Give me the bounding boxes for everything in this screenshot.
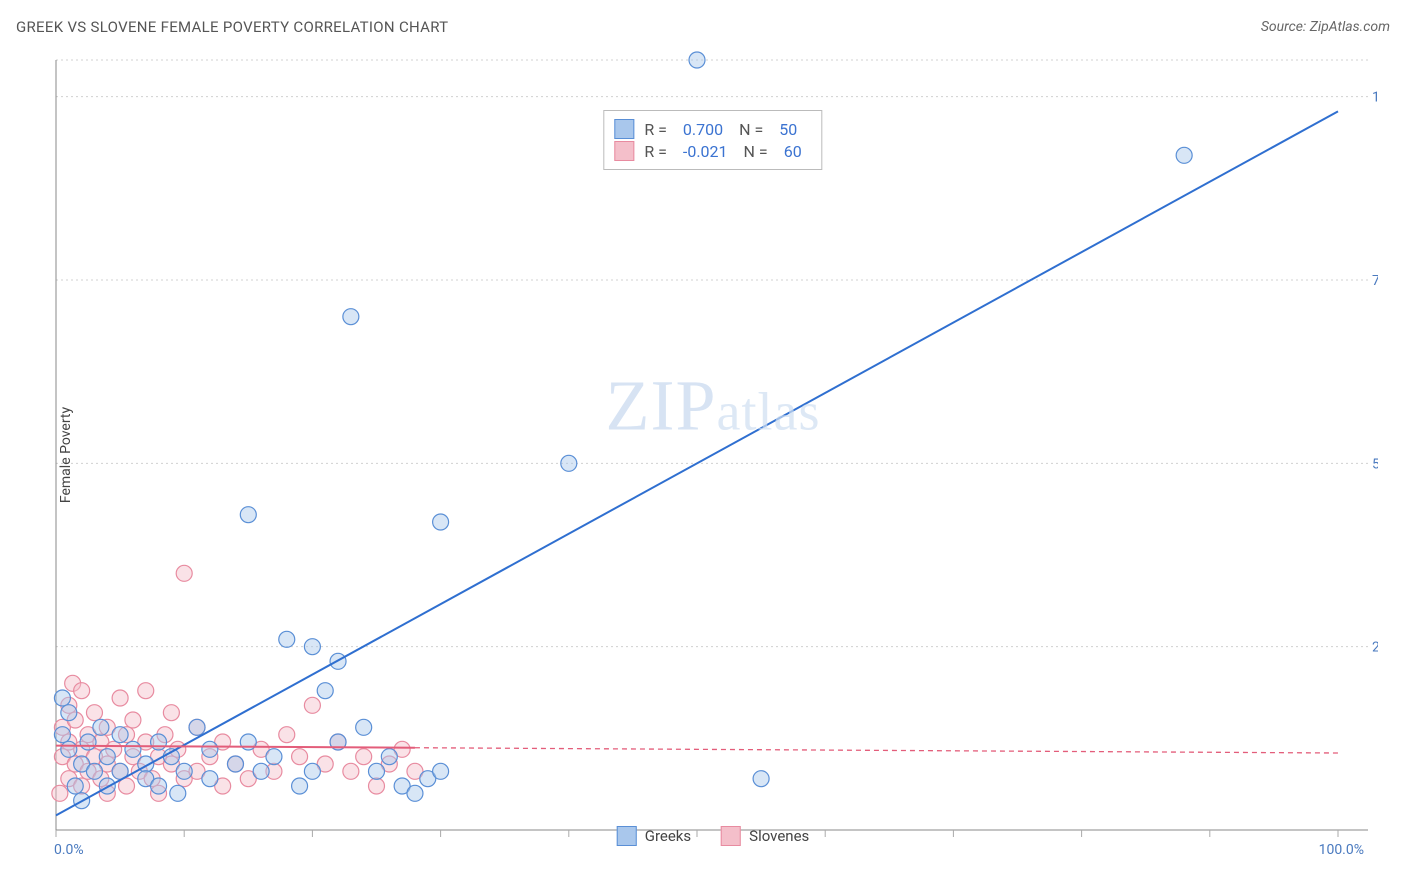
data-point-slovenes xyxy=(292,749,308,765)
scatter-plot: 25.0% 50.0% 75.0% 100.0% 0.0% 100.0% xyxy=(48,50,1378,860)
source-attribution: Source: ZipAtlas.com xyxy=(1261,19,1390,35)
data-point-greeks xyxy=(343,309,359,325)
data-point-greeks xyxy=(689,52,705,68)
data-point-greeks xyxy=(99,778,115,794)
data-point-greeks xyxy=(266,749,282,765)
data-point-greeks xyxy=(170,785,186,801)
data-point-greeks xyxy=(356,719,372,735)
y-axis-label: Female Poverty xyxy=(58,407,74,503)
data-point-slovenes xyxy=(112,690,128,706)
n-label: N = xyxy=(739,120,763,139)
swatch-greeks-bottom xyxy=(617,826,637,846)
data-point-greeks xyxy=(304,639,320,655)
data-point-slovenes xyxy=(163,705,179,721)
r-label: R = xyxy=(644,120,667,139)
data-point-slovenes xyxy=(343,763,359,779)
data-point-greeks xyxy=(304,763,320,779)
y-tick-label: 25.0% xyxy=(1372,640,1378,656)
data-point-greeks xyxy=(317,683,333,699)
n-value-greeks: 50 xyxy=(779,120,797,139)
data-point-greeks xyxy=(407,785,423,801)
data-point-greeks xyxy=(292,778,308,794)
r-value-slovenes: -0.021 xyxy=(683,142,728,161)
r-label: R = xyxy=(644,142,667,161)
data-point-greeks xyxy=(381,749,397,765)
data-point-greeks xyxy=(1176,147,1192,163)
x-tick-label: 0.0% xyxy=(54,842,84,858)
r-value-greeks: 0.700 xyxy=(683,120,723,139)
data-point-greeks xyxy=(125,741,141,757)
n-value-slovenes: 60 xyxy=(784,142,802,161)
legend-row-slovenes: R = -0.021 N = 60 xyxy=(614,141,807,161)
x-tick-label: 100.0% xyxy=(1319,842,1364,858)
data-point-greeks xyxy=(151,778,167,794)
source-prefix: Source: xyxy=(1261,19,1310,35)
data-point-greeks xyxy=(369,763,385,779)
data-point-greeks xyxy=(61,741,77,757)
chart-title: GREEK VS SLOVENE FEMALE POVERTY CORRELAT… xyxy=(16,18,448,36)
swatch-slovenes xyxy=(614,141,634,161)
data-point-greeks xyxy=(54,727,70,743)
data-point-greeks xyxy=(61,705,77,721)
data-point-slovenes xyxy=(356,749,372,765)
data-point-slovenes xyxy=(52,785,68,801)
data-point-slovenes xyxy=(279,727,295,743)
data-point-greeks xyxy=(227,756,243,772)
data-point-greeks xyxy=(240,507,256,523)
legend-row-greeks: R = 0.700 N = 50 xyxy=(614,119,807,139)
data-point-greeks xyxy=(99,749,115,765)
series-label-slovenes: Slovenes xyxy=(749,827,809,845)
data-point-greeks xyxy=(176,763,192,779)
trend-line-greeks xyxy=(56,111,1338,815)
data-point-greeks xyxy=(279,631,295,647)
data-point-greeks xyxy=(67,778,83,794)
legend-item-slovenes: Slovenes xyxy=(721,826,809,846)
data-point-greeks xyxy=(561,455,577,471)
source-link[interactable]: ZipAtlas.com xyxy=(1310,19,1390,35)
trend-line-dashed-slovenes xyxy=(415,748,1338,753)
data-point-slovenes xyxy=(176,565,192,581)
data-point-greeks xyxy=(202,771,218,787)
y-tick-label: 50.0% xyxy=(1372,456,1378,472)
data-point-greeks xyxy=(112,727,128,743)
swatch-slovenes-bottom xyxy=(721,826,741,846)
data-point-slovenes xyxy=(138,683,154,699)
data-point-greeks xyxy=(93,719,109,735)
chart-area: Female Poverty ZIPatlas 25.0%50.0%75.0%1… xyxy=(48,50,1378,860)
data-point-slovenes xyxy=(86,705,102,721)
data-point-greeks xyxy=(433,763,449,779)
series-label-greeks: Greeks xyxy=(645,827,691,845)
data-point-slovenes xyxy=(74,683,90,699)
data-point-greeks xyxy=(753,771,769,787)
data-point-greeks xyxy=(253,763,269,779)
correlation-legend: R = 0.700 N = 50 R = -0.021 N = 60 xyxy=(603,110,822,170)
data-point-greeks xyxy=(189,719,205,735)
data-point-greeks xyxy=(54,690,70,706)
data-point-slovenes xyxy=(304,697,320,713)
swatch-greeks xyxy=(614,119,634,139)
n-label: N = xyxy=(744,142,768,161)
data-point-slovenes xyxy=(125,712,141,728)
data-point-greeks xyxy=(151,734,167,750)
data-point-greeks xyxy=(80,734,96,750)
chart-header: GREEK VS SLOVENE FEMALE POVERTY CORRELAT… xyxy=(16,18,1390,36)
y-tick-label: 100.0% xyxy=(1372,90,1378,106)
y-tick-label: 75.0% xyxy=(1372,273,1378,289)
data-point-greeks xyxy=(202,741,218,757)
legend-item-greeks: Greeks xyxy=(617,826,691,846)
data-point-greeks xyxy=(433,514,449,530)
data-point-slovenes xyxy=(369,778,385,794)
data-point-greeks xyxy=(86,763,102,779)
series-legend: Greeks Slovenes xyxy=(617,826,810,846)
